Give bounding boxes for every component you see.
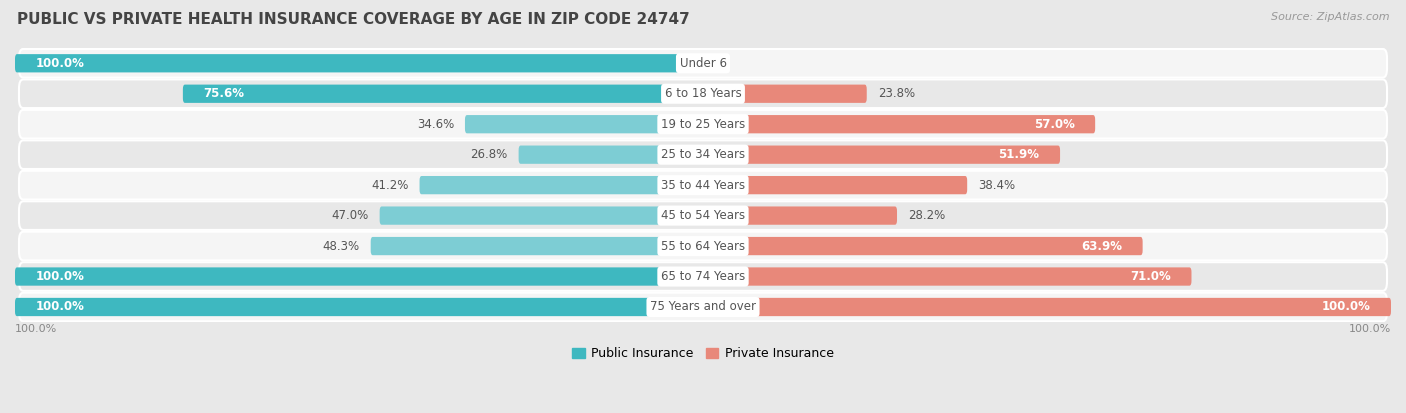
FancyBboxPatch shape	[183, 85, 703, 103]
Text: 100.0%: 100.0%	[35, 270, 84, 283]
Text: 47.0%: 47.0%	[332, 209, 368, 222]
FancyBboxPatch shape	[380, 206, 703, 225]
Text: 65 to 74 Years: 65 to 74 Years	[661, 270, 745, 283]
Text: 75.6%: 75.6%	[204, 87, 245, 100]
FancyBboxPatch shape	[371, 237, 703, 255]
Text: 100.0%: 100.0%	[1348, 324, 1391, 334]
Text: PUBLIC VS PRIVATE HEALTH INSURANCE COVERAGE BY AGE IN ZIP CODE 24747: PUBLIC VS PRIVATE HEALTH INSURANCE COVER…	[17, 12, 689, 27]
FancyBboxPatch shape	[15, 298, 703, 316]
Text: 63.9%: 63.9%	[1081, 240, 1122, 253]
FancyBboxPatch shape	[703, 267, 1191, 286]
Text: 48.3%: 48.3%	[322, 240, 360, 253]
Text: 100.0%: 100.0%	[1322, 301, 1371, 313]
FancyBboxPatch shape	[20, 201, 1386, 230]
FancyBboxPatch shape	[419, 176, 703, 194]
FancyBboxPatch shape	[703, 237, 1143, 255]
FancyBboxPatch shape	[703, 298, 1391, 316]
Text: 100.0%: 100.0%	[35, 57, 84, 70]
Text: 26.8%: 26.8%	[471, 148, 508, 161]
FancyBboxPatch shape	[703, 85, 866, 103]
Text: 45 to 54 Years: 45 to 54 Years	[661, 209, 745, 222]
Text: 57.0%: 57.0%	[1033, 118, 1074, 131]
Text: 41.2%: 41.2%	[371, 179, 409, 192]
Text: 34.6%: 34.6%	[416, 118, 454, 131]
Text: 19 to 25 Years: 19 to 25 Years	[661, 118, 745, 131]
FancyBboxPatch shape	[20, 79, 1386, 108]
FancyBboxPatch shape	[20, 110, 1386, 138]
FancyBboxPatch shape	[20, 232, 1386, 260]
Text: 100.0%: 100.0%	[15, 324, 58, 334]
FancyBboxPatch shape	[20, 49, 1386, 78]
FancyBboxPatch shape	[20, 171, 1386, 199]
Text: Under 6: Under 6	[679, 57, 727, 70]
FancyBboxPatch shape	[15, 267, 703, 286]
Text: 28.2%: 28.2%	[908, 209, 945, 222]
FancyBboxPatch shape	[703, 206, 897, 225]
Text: 23.8%: 23.8%	[877, 87, 915, 100]
Text: 6 to 18 Years: 6 to 18 Years	[665, 87, 741, 100]
FancyBboxPatch shape	[20, 262, 1386, 291]
FancyBboxPatch shape	[703, 115, 1095, 133]
Legend: Public Insurance, Private Insurance: Public Insurance, Private Insurance	[567, 342, 839, 366]
Text: 25 to 34 Years: 25 to 34 Years	[661, 148, 745, 161]
Text: 38.4%: 38.4%	[979, 179, 1015, 192]
Text: 100.0%: 100.0%	[35, 301, 84, 313]
FancyBboxPatch shape	[465, 115, 703, 133]
FancyBboxPatch shape	[703, 176, 967, 194]
Text: 51.9%: 51.9%	[998, 148, 1039, 161]
Text: 71.0%: 71.0%	[1130, 270, 1171, 283]
Text: 75 Years and over: 75 Years and over	[650, 301, 756, 313]
FancyBboxPatch shape	[15, 54, 703, 72]
FancyBboxPatch shape	[519, 145, 703, 164]
FancyBboxPatch shape	[703, 145, 1060, 164]
FancyBboxPatch shape	[20, 293, 1386, 321]
FancyBboxPatch shape	[20, 140, 1386, 169]
Text: 55 to 64 Years: 55 to 64 Years	[661, 240, 745, 253]
Text: 35 to 44 Years: 35 to 44 Years	[661, 179, 745, 192]
Text: Source: ZipAtlas.com: Source: ZipAtlas.com	[1271, 12, 1389, 22]
